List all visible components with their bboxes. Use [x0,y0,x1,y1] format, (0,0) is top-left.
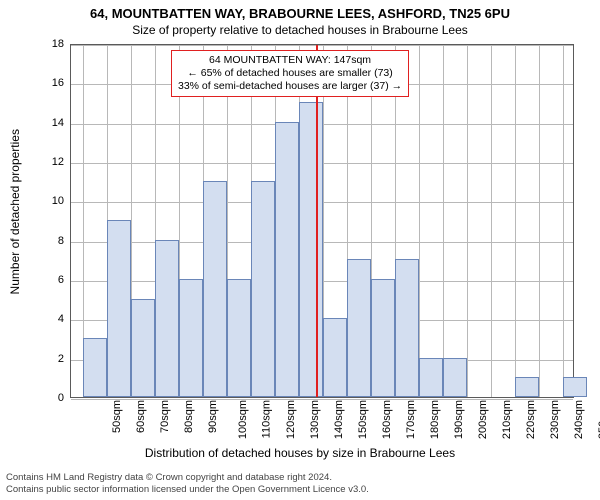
legend-line: 64 MOUNTBATTEN WAY: 147sqm [178,54,402,67]
legend-line: ← 65% of detached houses are smaller (73… [178,67,402,80]
x-tick-label: 100sqm [237,400,249,439]
marker-legend: 64 MOUNTBATTEN WAY: 147sqm← 65% of detac… [171,50,409,97]
x-tick-label: 90sqm [207,400,219,433]
chart-title-main: 64, MOUNTBATTEN WAY, BRABOURNE LEES, ASH… [0,0,600,21]
marker-line [316,45,318,397]
histogram-bar [419,358,443,397]
x-tick-label: 130sqm [309,400,321,439]
y-tick-label: 16 [36,77,64,89]
footer-line: Contains public sector information licen… [6,484,369,496]
histogram-bar [323,318,347,397]
histogram-bar [299,102,323,397]
y-tick-label: 0 [36,392,64,404]
gridline-v [539,45,540,397]
histogram-bar [83,338,107,397]
histogram-bar [227,279,251,397]
gridline-v [467,45,468,397]
histogram-bar [371,279,395,397]
x-tick-label: 80sqm [183,400,195,433]
histogram-bar [107,220,131,397]
chart-container: 64, MOUNTBATTEN WAY, BRABOURNE LEES, ASH… [0,0,600,500]
x-tick-label: 180sqm [429,400,441,439]
histogram-bar [155,240,179,397]
gridline-v [563,45,564,397]
x-tick-label: 210sqm [501,400,513,439]
x-tick-label: 240sqm [573,400,585,439]
histogram-bar [251,181,275,397]
x-tick-label: 140sqm [333,400,345,439]
x-tick-label: 230sqm [549,400,561,439]
y-tick-label: 10 [36,195,64,207]
histogram-bar [515,377,539,397]
x-axis-label: Distribution of detached houses by size … [0,446,600,460]
x-tick-label: 160sqm [381,400,393,439]
histogram-bar [395,259,419,397]
x-tick-label: 190sqm [453,400,465,439]
histogram-bar [443,358,467,397]
legend-line: 33% of semi-detached houses are larger (… [178,80,402,93]
footer-line: Contains HM Land Registry data © Crown c… [6,472,369,484]
x-tick-label: 120sqm [285,400,297,439]
y-tick-label: 4 [36,313,64,325]
x-tick-label: 200sqm [477,400,489,439]
gridline-v [491,45,492,397]
histogram-bar [275,122,299,397]
histogram-bar [131,299,155,397]
x-tick-label: 220sqm [525,400,537,439]
y-tick-label: 18 [36,38,64,50]
x-tick-label: 60sqm [135,400,147,433]
gridline-h [71,45,573,46]
y-tick-label: 2 [36,353,64,365]
histogram-bar [563,377,587,397]
y-axis-label: Number of detached properties [8,129,22,294]
x-tick-label: 170sqm [405,400,417,439]
gridline-v [443,45,444,397]
gridline-v [515,45,516,397]
gridline-v [419,45,420,397]
chart-title-sub: Size of property relative to detached ho… [0,21,600,37]
y-tick-label: 6 [36,274,64,286]
histogram-bar [347,259,371,397]
y-tick-label: 12 [36,156,64,168]
attribution-footer: Contains HM Land Registry data © Crown c… [6,472,369,496]
y-tick-label: 8 [36,235,64,247]
histogram-bar [179,279,203,397]
x-tick-label: 70sqm [159,400,171,433]
plot-area: 64 MOUNTBATTEN WAY: 147sqm← 65% of detac… [70,44,574,398]
y-tick-label: 14 [36,117,64,129]
x-tick-label: 50sqm [111,400,123,433]
histogram-bar [203,181,227,397]
x-tick-label: 150sqm [357,400,369,439]
x-tick-label: 110sqm [260,400,272,438]
